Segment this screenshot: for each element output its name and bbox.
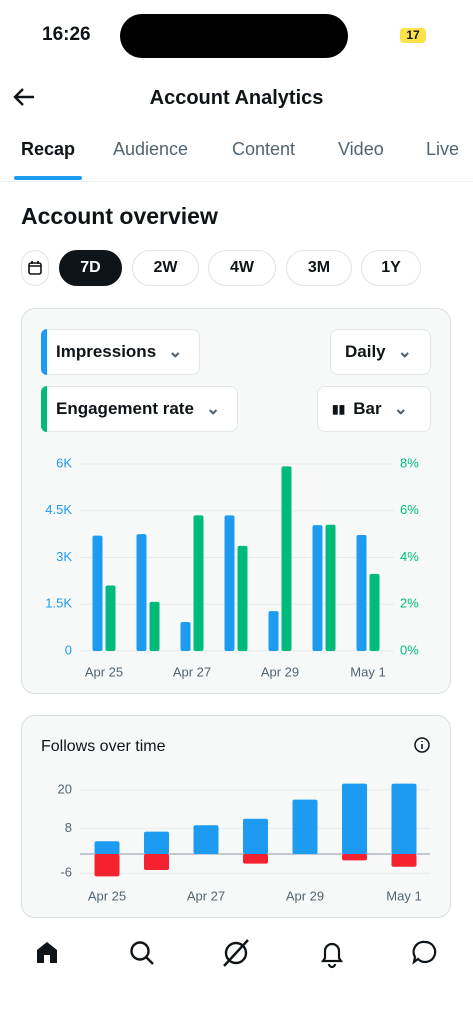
bar [193,825,219,854]
bar [356,535,367,651]
x-tick-label: Apr 25 [85,664,123,679]
x-tick-label: Apr 27 [173,664,211,679]
x-tick-label: Apr 29 [286,888,324,903]
bar [224,515,235,651]
y-tick-label: 4.5K [45,502,72,517]
bar [292,799,318,854]
follows-card [21,715,451,918]
x-tick-label: May 1 [386,888,421,903]
back-button[interactable] [12,86,38,108]
x-tick-label: Apr 29 [261,664,299,679]
y-tick-label: 1.5K [45,596,72,611]
bar [312,525,323,651]
tab-indicator [14,176,82,180]
y-tick-label: 20 [58,781,72,796]
grok-icon[interactable] [223,939,249,967]
battery: 17 [400,28,426,43]
bar [325,524,336,651]
tab[interactable]: Content [232,139,296,159]
bottom-nav [37,939,437,969]
search-icon[interactable] [130,941,154,965]
dropdown-label: Daily [345,342,386,361]
y2-tick-label: 8% [400,455,419,470]
home-icon[interactable] [37,942,57,963]
dropdown-label: Impressions [56,342,157,361]
chart-title: Follows over time [41,738,166,755]
metric-dropdown[interactable]: Impressions ⌄ [41,329,200,375]
bar [342,783,367,854]
info-icon[interactable] [413,736,431,754]
bar [193,515,204,651]
bar [268,611,279,651]
bar [94,854,120,877]
y2-tick-label: 6% [400,502,419,517]
bar [105,585,116,651]
bar [149,601,160,651]
y-tick-label: 6K [56,455,72,470]
period-chip[interactable]: 3M [286,250,352,286]
interval-dropdown[interactable]: Daily ⌄ [330,329,431,375]
y-tick-label: 0 [65,642,72,657]
calendar-button[interactable] [21,250,49,286]
bar [391,783,417,854]
bar [94,841,120,854]
bar [180,622,191,651]
period-chip[interactable]: 4W [208,250,276,286]
bar [281,466,292,651]
bar [136,534,147,651]
bar [144,831,169,854]
bar [369,573,380,651]
section-title: Account overview [21,203,218,229]
bar [243,854,268,864]
y-tick-label: 8 [65,820,72,835]
period-chip[interactable]: 2W [132,250,199,286]
messages-icon[interactable] [412,940,437,965]
notifications-icon[interactable] [320,942,344,969]
tab[interactable]: Audience [113,139,189,159]
dropdown-label: Bar [353,399,382,418]
x-tick-label: Apr 27 [187,888,225,903]
dropdown-label: Engagement rate [56,399,194,418]
bar [243,818,268,854]
y2-tick-label: 2% [400,596,419,611]
period-chip[interactable]: 7D [59,250,122,286]
tab[interactable]: Video [338,139,384,159]
tab[interactable]: Recap [21,139,76,159]
bar [92,535,103,651]
y2-tick-label: 4% [400,549,419,564]
period-chip[interactable]: 1Y [361,250,421,286]
page-title: Account Analytics [149,87,324,109]
dynamic-island [120,14,348,58]
metric-dropdown[interactable]: Engagement rate ⌄ [41,386,238,432]
bar [144,854,169,870]
chart-kind-dropdown[interactable]: ▮▮ Bar ⌄ [317,386,431,432]
x-tick-label: Apr 25 [88,888,126,903]
y-tick-label: 3K [56,549,72,564]
tab[interactable]: Live [426,139,460,159]
clock: 16:26 [42,24,91,45]
x-tick-label: May 1 [350,664,385,679]
y-tick-label: -6 [60,865,72,880]
bar [391,854,417,867]
y2-tick-label: 0% [400,642,419,657]
divider [0,181,473,182]
bar [237,545,248,651]
bar [342,854,367,861]
